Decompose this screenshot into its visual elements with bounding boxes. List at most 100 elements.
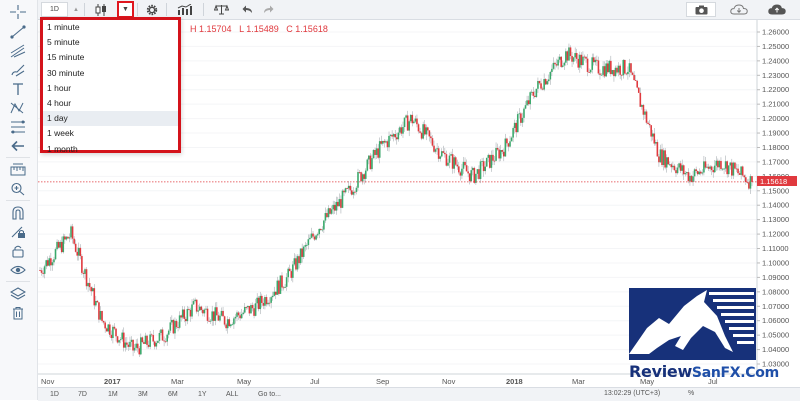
candle: [748, 182, 750, 189]
fib-retracement-icon[interactable]: [7, 119, 29, 135]
chart-type-dropdown-button[interactable]: ▼: [117, 1, 134, 18]
interval-arrow-icon[interactable]: ▲: [73, 6, 79, 13]
text-tool-icon[interactable]: [7, 81, 29, 97]
candle: [95, 300, 97, 306]
load-layout-button[interactable]: [722, 2, 756, 17]
candle: [605, 63, 607, 77]
candle: [388, 135, 390, 148]
price-tick-label: 1.07000: [762, 302, 789, 311]
candle: [698, 171, 701, 175]
candle: [436, 148, 438, 150]
candle: [543, 79, 545, 90]
range-button-1m[interactable]: 1M: [108, 391, 118, 398]
range-button-1y[interactable]: 1Y: [198, 391, 207, 398]
time-tick-label: Mar: [171, 377, 184, 386]
candle: [208, 320, 210, 322]
trash-icon[interactable]: [7, 305, 29, 321]
candle: [644, 111, 646, 115]
range-button-3m[interactable]: 3M: [138, 391, 148, 398]
candle: [352, 191, 355, 195]
candle: [726, 161, 728, 175]
range-button-6m[interactable]: 6M: [168, 391, 178, 398]
candle: [340, 199, 342, 208]
candle: [577, 58, 580, 68]
interval-option-4-hour[interactable]: 4 hour: [47, 97, 72, 108]
candle: [532, 91, 535, 96]
candle: [690, 175, 693, 182]
interval-option-15-minute[interactable]: 15 minute: [47, 52, 85, 63]
candle: [422, 124, 424, 139]
candle: [600, 74, 603, 76]
range-button-1d[interactable]: 1D: [50, 391, 59, 398]
candlestick-icon: [95, 3, 106, 16]
layers-icon[interactable]: [7, 286, 29, 302]
lock-icon[interactable]: [7, 243, 29, 259]
candle: [382, 140, 384, 144]
magnet-icon[interactable]: [7, 205, 29, 221]
interval-option-30-minute[interactable]: 30 minute: [47, 67, 85, 78]
candle: [357, 172, 359, 188]
candle: [641, 104, 643, 107]
candle: [541, 88, 544, 90]
interval-option-1-day[interactable]: 1 day: [43, 111, 178, 127]
pitchfork-icon[interactable]: [7, 43, 29, 59]
candle: [282, 287, 285, 289]
candle: [309, 237, 311, 240]
lock-drawing-icon[interactable]: [7, 224, 29, 240]
interval-option-5-minute[interactable]: 5 minute: [47, 37, 80, 48]
candle: [93, 288, 96, 306]
candle: [59, 241, 61, 248]
candle: [48, 258, 51, 266]
pattern-icon[interactable]: [7, 100, 29, 116]
candle: [459, 172, 462, 176]
trend-line-icon[interactable]: [7, 24, 29, 40]
candle: [673, 165, 676, 171]
percent-scale-toggle[interactable]: %: [688, 390, 695, 397]
eye-icon[interactable]: [7, 262, 29, 278]
candle: [468, 173, 471, 182]
price-tick-label: 1.09000: [762, 273, 789, 282]
candle: [228, 319, 231, 327]
candle: [721, 168, 724, 170]
save-layout-button[interactable]: [760, 2, 794, 17]
candle: [592, 57, 595, 63]
interval-option-1-minute[interactable]: 1 minute: [47, 22, 80, 32]
interval-option-1-month[interactable]: 1 month: [47, 143, 78, 154]
interval-option-1-hour[interactable]: 1 hour: [47, 82, 72, 93]
goto-date-button[interactable]: Go to...: [258, 391, 281, 398]
zoom-in-icon[interactable]: [7, 181, 29, 197]
compare-button[interactable]: [208, 2, 234, 17]
candle: [568, 47, 570, 61]
candle: [534, 95, 536, 97]
brush-icon[interactable]: [7, 62, 29, 78]
candle: [368, 155, 370, 160]
candlestick-chart-type-button[interactable]: [86, 2, 116, 17]
candle: [509, 141, 511, 147]
interval-option-1-week[interactable]: 1 week: [47, 128, 74, 139]
redo-button[interactable]: [259, 2, 277, 17]
snapshot-button[interactable]: [686, 2, 716, 17]
current-price-tag-label: 1.15618: [760, 177, 787, 186]
settings-button[interactable]: [140, 2, 164, 17]
candle: [712, 170, 715, 173]
undo-button[interactable]: [238, 2, 256, 17]
indicators-button[interactable]: [170, 2, 200, 17]
candle: [707, 166, 710, 169]
time-tick-label: 2018: [506, 377, 523, 386]
candle: [458, 166, 460, 173]
candle: [155, 342, 158, 347]
range-button-all[interactable]: ALL: [226, 391, 239, 398]
price-tick-label: 1.11000: [762, 244, 789, 253]
range-button-7d[interactable]: 7D: [78, 391, 87, 398]
candle: [729, 162, 732, 166]
candle: [420, 132, 423, 139]
candle: [664, 150, 666, 168]
arrow-left-icon[interactable]: [7, 138, 29, 154]
crosshair-icon[interactable]: [7, 4, 29, 20]
candle: [64, 236, 66, 240]
measure-icon[interactable]: [7, 162, 29, 178]
candle: [378, 141, 381, 158]
candle: [192, 301, 195, 305]
candle: [451, 154, 454, 169]
interval-button[interactable]: 1D: [41, 2, 68, 17]
